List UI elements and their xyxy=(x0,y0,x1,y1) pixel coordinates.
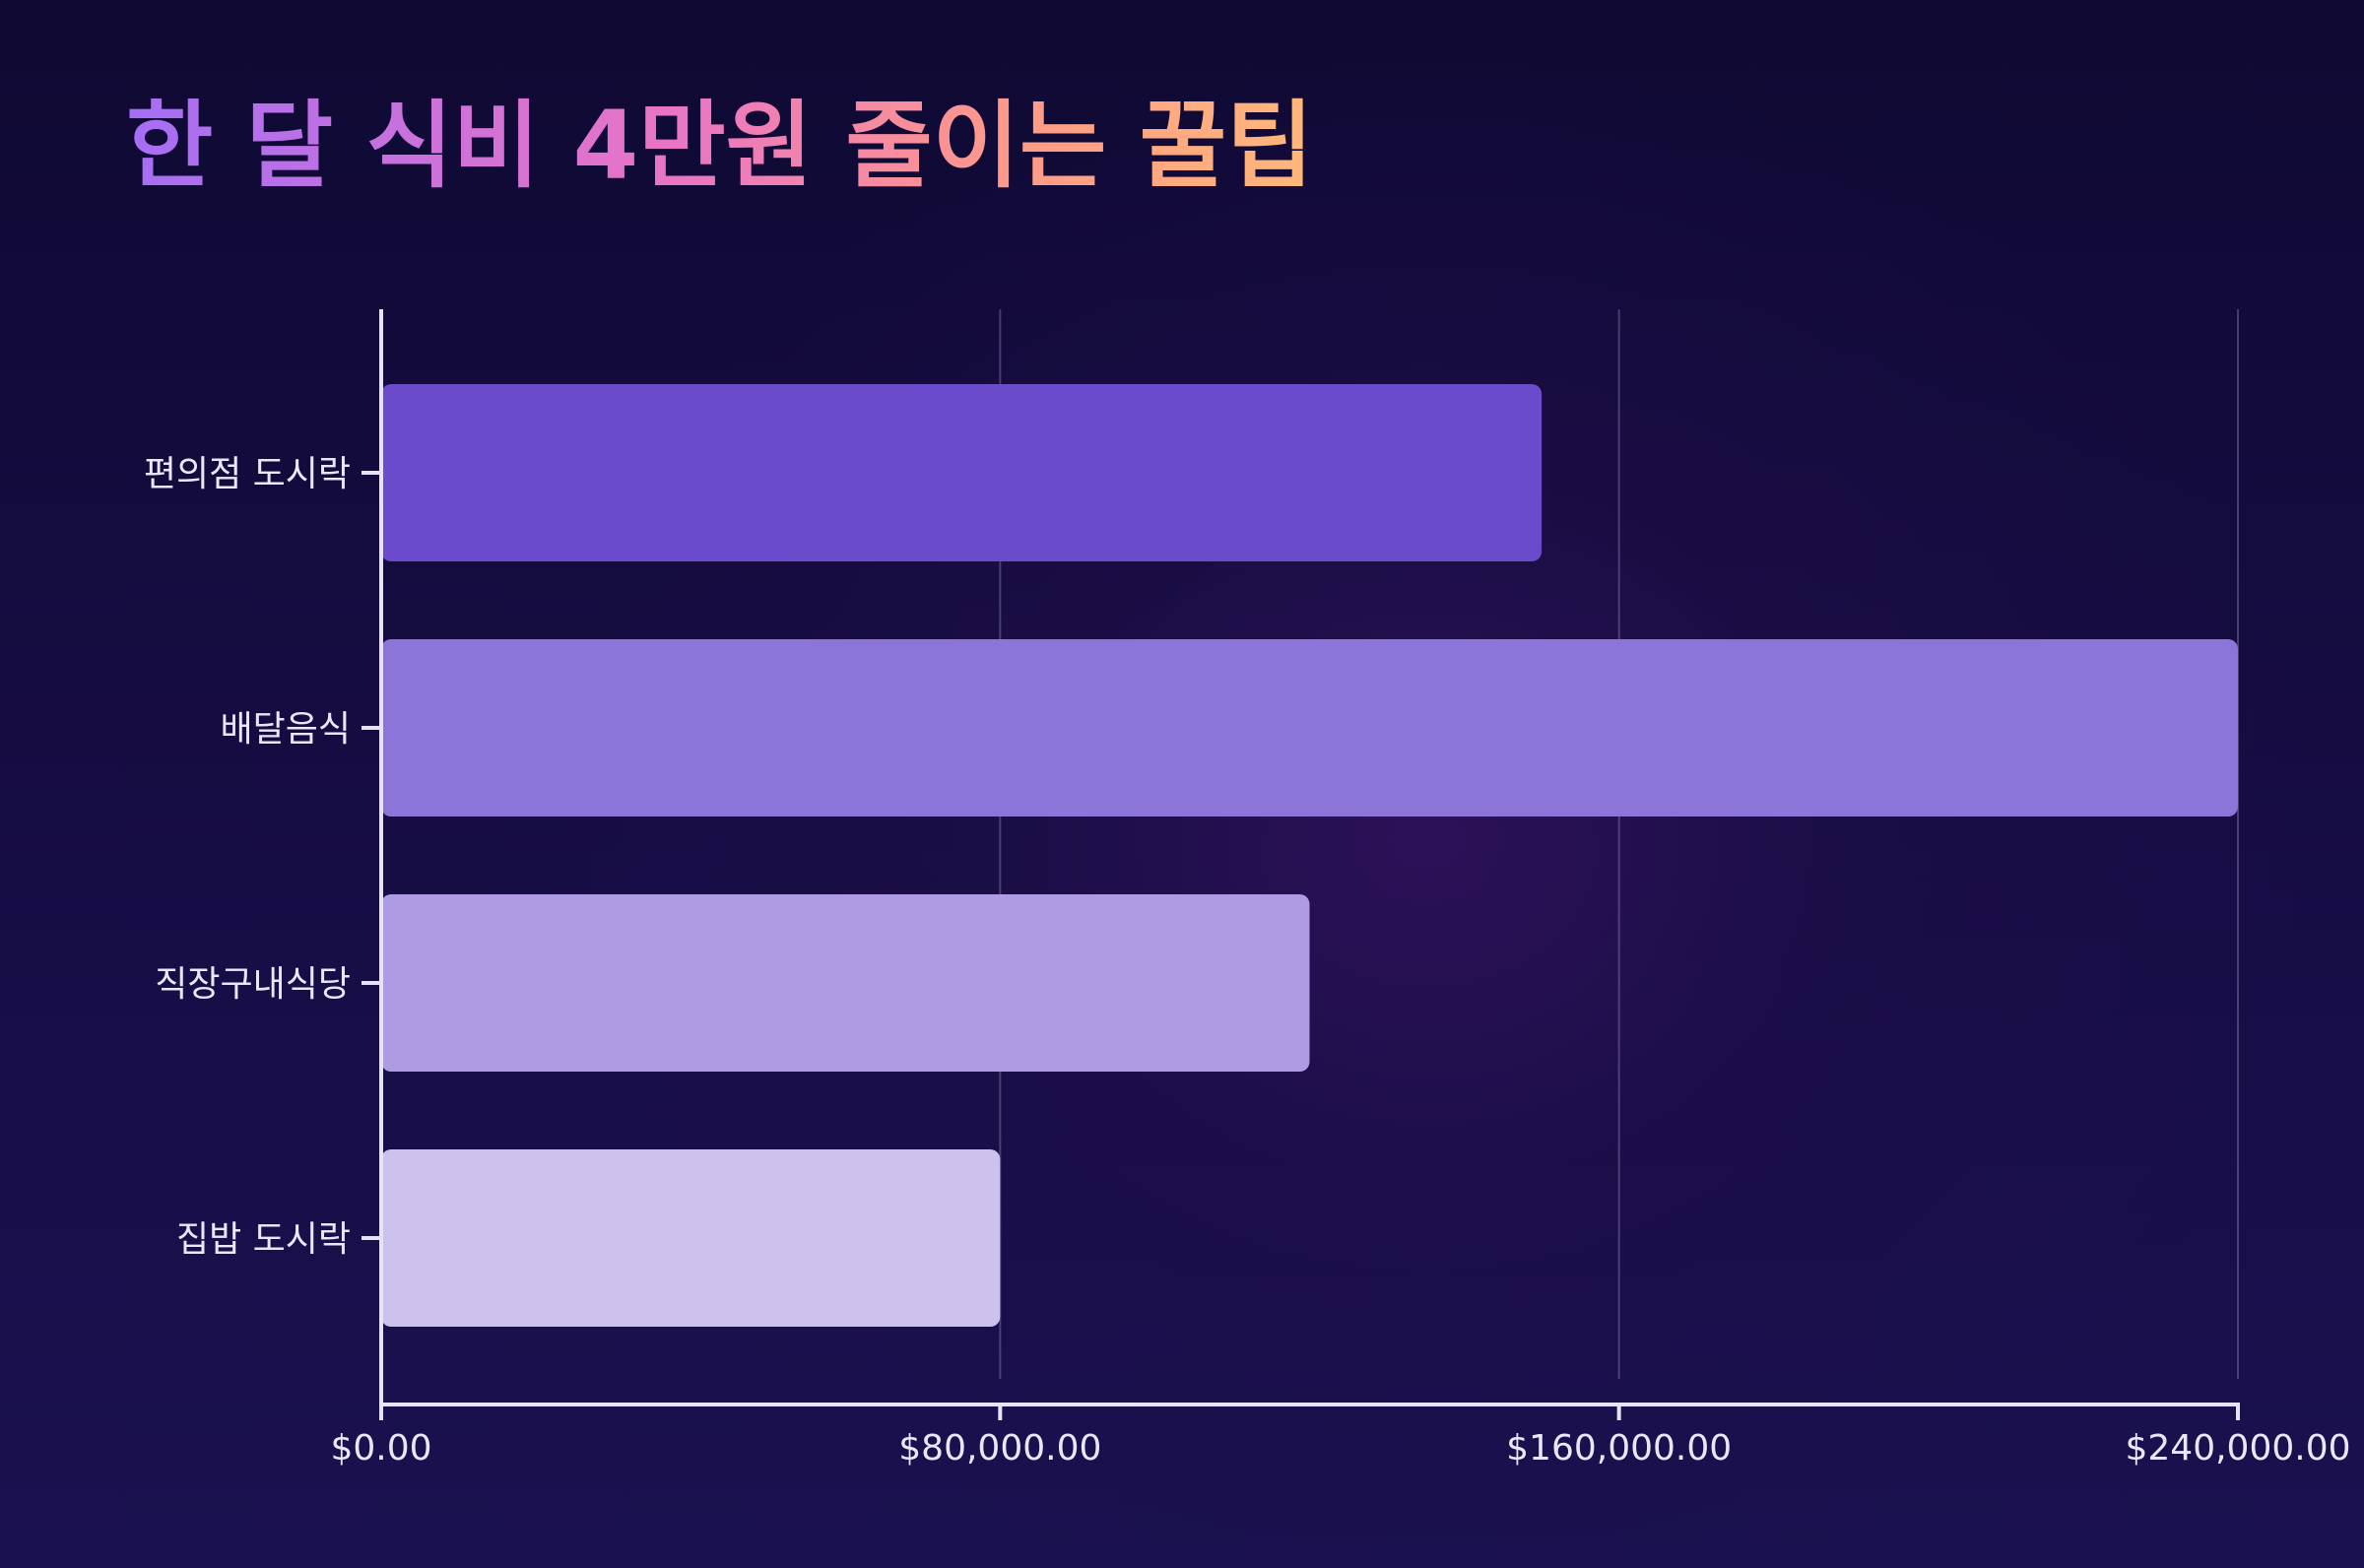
x-tick-label: $160,000.00 xyxy=(1506,1428,1732,1469)
bar xyxy=(381,639,2238,817)
y-tick-label: 편의점 도시락 xyxy=(144,454,351,494)
y-tick-label: 집밥 도시락 xyxy=(176,1219,351,1260)
x-tick-label: $0.00 xyxy=(330,1428,431,1469)
y-tick-label: 직장구내식당 xyxy=(155,964,351,1005)
x-tick-label: $80,000.00 xyxy=(898,1428,1101,1469)
y-tick-label: 배달음식 xyxy=(221,709,351,750)
bars xyxy=(381,384,2238,1327)
bar xyxy=(381,894,1310,1072)
chart-title: 한 달 식비 4만원 줄이는 꿀팁 xyxy=(126,87,1313,205)
x-tick-label: $240,000.00 xyxy=(2125,1428,2350,1469)
bar xyxy=(381,384,1543,561)
bar xyxy=(381,1149,1001,1327)
x-axis: $0.00 $80,000.00 $160,000.00 $240,000.00 xyxy=(330,1405,2351,1469)
